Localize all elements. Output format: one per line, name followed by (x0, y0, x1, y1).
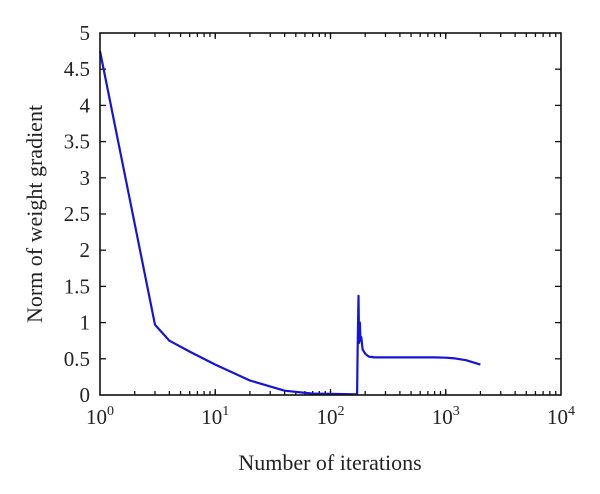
y-tick-label: 2 (80, 238, 91, 262)
y-tick-label: 4 (80, 93, 91, 117)
y-tick-label: 3 (80, 166, 91, 190)
x-axis-title: Number of iterations (238, 450, 421, 475)
y-tick-label: 1 (80, 311, 91, 335)
x-tick-label: 100 (86, 404, 114, 429)
y-tick-label: 2.5 (64, 202, 90, 226)
y-tick-label: 1.5 (64, 274, 90, 298)
y-tick-label: 3.5 (64, 130, 90, 154)
x-tick-label: 102 (317, 404, 345, 429)
y-tick-label: 5 (80, 21, 91, 45)
y-axis-title: Norm of weight gradient (22, 105, 47, 323)
plot-frame (99, 32, 562, 396)
x-tick-label: 104 (547, 404, 575, 429)
y-axis-tick-labels: 0 0.5 1 1.5 2 2.5 3 3.5 4 4.5 5 (64, 21, 91, 407)
y-tick-label: 0 (80, 383, 91, 407)
x-axis-tick-labels: 100 101 102 103 104 (86, 404, 575, 429)
x-tick-label: 103 (432, 404, 460, 429)
data-series-line (98, 50, 481, 396)
y-tick-label: 0.5 (64, 347, 90, 371)
x-tick-label: 101 (201, 404, 229, 429)
y-tick-label: 4.5 (64, 57, 90, 81)
